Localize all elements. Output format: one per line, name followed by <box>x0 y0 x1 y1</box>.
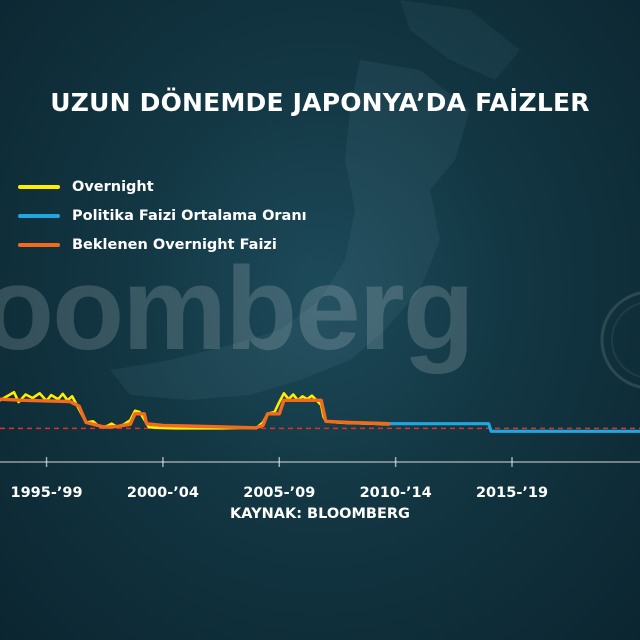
globe-ring-decoration <box>600 291 640 389</box>
legend-swatch-policy-rate <box>18 213 60 218</box>
chart-title: UZUN DÖNEMDE JAPONYA’DA FAİZLER <box>50 88 590 117</box>
legend-label-policy-rate: Politika Faizi Ortalama Oranı <box>72 207 307 224</box>
chart-legend: Overnight Politika Faizi Ortalama Oranı … <box>18 172 307 259</box>
x-tick-label: 2010-’14 <box>360 485 432 501</box>
legend-item-policy-rate: Politika Faizi Ortalama Oranı <box>18 201 307 230</box>
x-tick-label: 1995-’99 <box>11 485 83 501</box>
legend-swatch-expected-overnight <box>18 242 60 247</box>
legend-item-overnight: Overnight <box>18 172 307 201</box>
series-line-2 <box>0 397 391 430</box>
map-silhouette-shape <box>110 60 470 400</box>
legend-swatch-overnight <box>18 184 60 189</box>
x-tick-label: 2015-’19 <box>476 485 548 501</box>
map-island-shape <box>400 0 520 80</box>
x-tick-label: 2005-’09 <box>243 485 315 501</box>
globe-ring-inner-decoration <box>611 302 640 378</box>
x-tick-label: 2000-’04 <box>127 485 199 501</box>
legend-label-expected-overnight: Beklenen Overnight Faizi <box>72 236 277 253</box>
chart-source: KAYNAK: BLOOMBERG <box>230 506 410 522</box>
series-line-1 <box>387 422 640 433</box>
legend-item-expected-overnight: Beklenen Overnight Faizi <box>18 230 307 259</box>
legend-label-overnight: Overnight <box>72 178 154 195</box>
brand-watermark: oomberg <box>0 243 475 375</box>
